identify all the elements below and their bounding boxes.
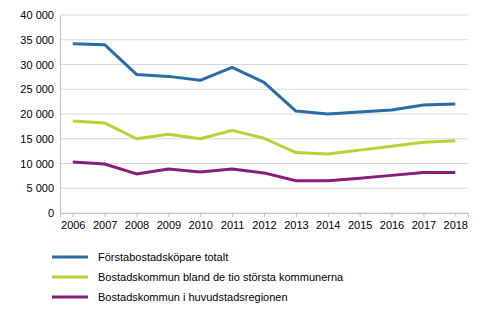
tick-label: 10 000 bbox=[20, 158, 54, 170]
tick: 0 bbox=[48, 207, 60, 219]
legend-item: Bostadskommun i huvudstadsregionen bbox=[52, 291, 288, 303]
grid-line bbox=[60, 188, 468, 189]
grid-line bbox=[60, 163, 468, 164]
tick: 40 000 bbox=[20, 9, 60, 21]
y-axis: 0 5 000 10 000 15 000 20 000 25 000 30 000 35 0… bbox=[20, 9, 60, 219]
tick-mark bbox=[168, 213, 169, 217]
tick: 2008 bbox=[125, 213, 149, 231]
tick-label: 2018 bbox=[444, 219, 468, 231]
tick: 15 000 bbox=[20, 133, 60, 145]
tick-mark bbox=[296, 213, 297, 217]
tick-label: 2016 bbox=[380, 219, 404, 231]
tick-label: 2008 bbox=[125, 219, 149, 231]
tick: 2012 bbox=[252, 213, 276, 231]
legend-swatch bbox=[52, 276, 88, 279]
chart: 0 5 000 10 000 15 000 20 000 25 000 30 000 35 0… bbox=[0, 0, 480, 313]
tick-label: 25 000 bbox=[20, 83, 54, 95]
tick: 2010 bbox=[189, 213, 213, 231]
legend-item: Bostadskommun bland de tio största kommu… bbox=[52, 271, 344, 283]
legend-swatch bbox=[52, 296, 88, 299]
tick-mark bbox=[328, 213, 329, 217]
tick: 10 000 bbox=[20, 158, 60, 170]
tick: 20 000 bbox=[20, 108, 60, 120]
grid-line bbox=[60, 15, 468, 16]
tick-mark bbox=[105, 213, 106, 217]
legend-label: Bostadskommun i huvudstadsregionen bbox=[98, 291, 288, 303]
tick-label: 2007 bbox=[93, 219, 117, 231]
lines bbox=[73, 44, 456, 181]
axis-line bbox=[61, 214, 469, 218]
tick: 2015 bbox=[348, 213, 372, 231]
tick-label: 2011 bbox=[221, 219, 245, 231]
tick: 5 000 bbox=[26, 182, 60, 194]
legend: Förstabostadsköpare totalt Bostadskommun … bbox=[52, 251, 344, 303]
plot: 0 5 000 10 000 15 000 20 000 25 000 30 000 35 0… bbox=[20, 9, 468, 231]
grid-line bbox=[60, 89, 468, 90]
grid-line bbox=[60, 114, 468, 115]
tick: 2006 bbox=[61, 213, 85, 231]
axis-line bbox=[60, 16, 61, 214]
tick-label: 2006 bbox=[61, 219, 85, 231]
tick-mark bbox=[360, 213, 361, 217]
tick-label: 40 000 bbox=[20, 9, 54, 21]
tick-label: 2014 bbox=[316, 219, 340, 231]
x-axis: 2006 2007 2008 2009 2010 2011 2012 2013 2014 2015… bbox=[61, 213, 469, 231]
tick-label: 2012 bbox=[252, 219, 276, 231]
tick-mark bbox=[73, 213, 74, 217]
tick-mark bbox=[423, 213, 424, 217]
grid-line bbox=[60, 64, 468, 65]
tick: 2016 bbox=[380, 213, 404, 231]
tick: 2011 bbox=[221, 213, 245, 231]
series-line bbox=[73, 44, 456, 114]
grid bbox=[60, 15, 468, 213]
tick-mark bbox=[392, 213, 393, 217]
legend-swatch bbox=[52, 256, 88, 259]
tick: 2014 bbox=[316, 213, 340, 231]
legend-label: Förstabostadsköpare totalt bbox=[98, 251, 228, 263]
tick-mark bbox=[232, 213, 233, 217]
tick-label: 5 000 bbox=[26, 182, 54, 194]
legend-label: Bostadskommun bland de tio största kommu… bbox=[98, 271, 344, 283]
tick-label: 2015 bbox=[348, 219, 372, 231]
tick-mark bbox=[137, 213, 138, 217]
tick-mark bbox=[264, 213, 265, 217]
tick: 35 000 bbox=[20, 34, 60, 46]
tick: 30 000 bbox=[20, 59, 60, 71]
tick: 2018 bbox=[444, 213, 468, 231]
legend-item: Förstabostadsköpare totalt bbox=[52, 251, 228, 263]
tick-label: 30 000 bbox=[20, 59, 54, 71]
tick: 2009 bbox=[157, 213, 181, 231]
tick-mark bbox=[455, 213, 456, 217]
tick: 2007 bbox=[93, 213, 117, 231]
tick-label: 2013 bbox=[284, 219, 308, 231]
tick: 25 000 bbox=[20, 83, 60, 95]
tick-label: 35 000 bbox=[20, 34, 54, 46]
grid-line bbox=[60, 39, 468, 40]
series-line bbox=[73, 121, 456, 154]
tick-label: 2009 bbox=[157, 219, 181, 231]
tick-label: 15 000 bbox=[20, 133, 54, 145]
tick: 2013 bbox=[284, 213, 308, 231]
tick-label: 20 000 bbox=[20, 108, 54, 120]
series-line bbox=[73, 162, 456, 181]
tick-label: 2010 bbox=[189, 219, 213, 231]
tick-label: 0 bbox=[48, 207, 54, 219]
tick: 2017 bbox=[412, 213, 436, 231]
tick-mark bbox=[200, 213, 201, 217]
tick-label: 2017 bbox=[412, 219, 436, 231]
